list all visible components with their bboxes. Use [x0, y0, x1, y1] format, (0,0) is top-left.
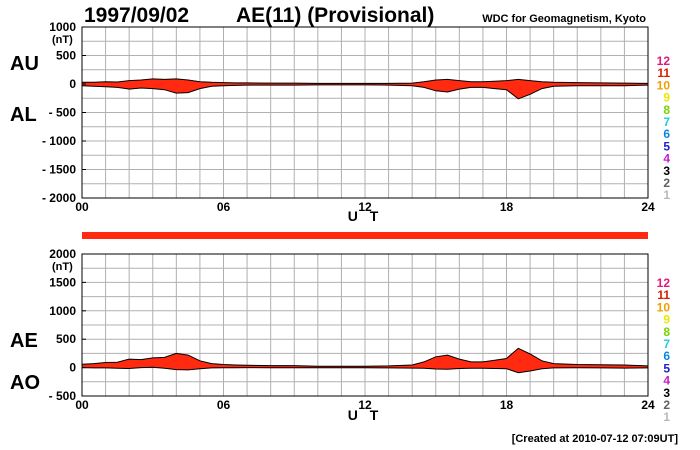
ae-ao-y-tick-label: 0 — [69, 361, 76, 375]
ae-ao-x-tick-label: 12 — [358, 398, 372, 412]
ae-ao-y-tick-label: - 500 — [49, 389, 77, 403]
ae-ao-x-tick-label: 24 — [641, 398, 655, 412]
data-source: WDC for Geomagnetism, Kyoto — [482, 13, 646, 25]
ae-ao-legend-station: 12 — [657, 276, 671, 290]
ae-ao-y-tick-label: 2000 — [49, 247, 76, 261]
au-label: AU — [10, 53, 39, 75]
ae-ao-y-tick-label: 500 — [56, 332, 76, 346]
ae-ao-x-axis-label: U T — [348, 407, 383, 423]
ae-ao-y-tick-label: 1500 — [49, 275, 76, 289]
au-al-x-tick-label: 12 — [358, 200, 372, 214]
au-al-y-tick-label: - 1000 — [42, 134, 76, 148]
ae-ao-y-tick-labels: 2000 1500 1000 500 0 - 500 — [49, 247, 86, 403]
ae-ao-legend-station: 10 — [657, 300, 671, 314]
au-al-y-tick-labels: 1000 500 0 - 500 - 1000 - 1500 - 2000 — [42, 20, 86, 205]
ae-ao-legend-station: 9 — [663, 313, 670, 327]
au-al-legend-station: 2 — [663, 176, 670, 190]
au-al-y-tick-label: 0 — [69, 77, 76, 91]
au-al-x-tick-label: 18 — [500, 200, 514, 214]
created-timestamp: [Created at 2010-07-12 07:09UT] — [512, 433, 679, 445]
ae-ao-legend-station: 11 — [657, 288, 670, 302]
au-al-data — [81, 78, 649, 100]
ae-line — [81, 347, 649, 367]
au-al-grid — [82, 27, 648, 198]
au-al-x-axis-label: U T — [348, 208, 383, 224]
au-al-x-tick-labels: 00 06 12 18 24 — [75, 200, 655, 214]
ae-ao-legend-station: 6 — [663, 349, 670, 363]
au-al-legend-station: 1 — [663, 188, 670, 202]
au-al-y-tick-label: 500 — [56, 49, 76, 63]
ae-ao-data — [81, 347, 649, 374]
ae-ao-legend-station: 1 — [663, 410, 670, 424]
au-al-x-tick-label: 00 — [75, 200, 89, 214]
au-al-y-tick-label: - 1500 — [42, 163, 76, 177]
au-al-x-tick-label: 24 — [641, 200, 655, 214]
au-al-legend-station: 4 — [663, 152, 670, 166]
ao-label: AO — [10, 372, 40, 394]
ae-ao-x-tick-label: 00 — [75, 398, 89, 412]
ae-ao-legend-station: 7 — [663, 337, 670, 351]
ao-line — [81, 366, 649, 374]
ae-ao-legend-station: 5 — [663, 361, 670, 375]
au-al-x-tick-label: 06 — [217, 200, 231, 214]
au-al-y-tick-label: 1000 — [49, 20, 76, 34]
plot-title: AE(11) (Provisional) — [236, 4, 434, 27]
ae-ao-legend-station: 2 — [663, 398, 670, 412]
au-al-legend-station: 9 — [663, 91, 670, 105]
ae-ao-legend-station: 3 — [663, 386, 670, 400]
ae-label: AE — [10, 330, 38, 352]
au-al-legend-station: 6 — [663, 127, 670, 141]
ae-ao-band — [82, 348, 648, 373]
au-al-y-tick-label: - 2000 — [42, 191, 76, 205]
au-al-band — [82, 78, 648, 99]
ae-ao-legend-station: 8 — [663, 325, 670, 339]
au-al-unit-label: (nT) — [52, 34, 73, 46]
au-al-legend-station: 5 — [663, 139, 670, 153]
au-al-legend-station: 3 — [663, 164, 670, 178]
au-line — [82, 78, 649, 84]
ae-ao-plot-frame — [81, 253, 649, 397]
ae-ao-x-tick-label: 18 — [500, 398, 514, 412]
au-al-legend-station: 12 — [657, 54, 671, 68]
ae-ao-x-tick-label: 06 — [217, 398, 231, 412]
au-al-legend-station: 7 — [663, 115, 670, 129]
ae-ao-legend-station: 4 — [663, 374, 670, 388]
ae-ao-x-tick-labels: 00 06 12 18 24 — [75, 398, 655, 412]
au-al-legend-station: 11 — [657, 66, 670, 80]
ae-ao-unit-label: (nT) — [52, 261, 73, 273]
al-label: AL — [10, 104, 37, 126]
au-al-legend-station: 10 — [657, 78, 671, 92]
plot-date: 1997/09/02 — [84, 4, 189, 27]
data-coverage-bar — [82, 232, 648, 239]
ae-ao-y-tick-label: 1000 — [49, 304, 76, 318]
au-al-y-tick-label: - 500 — [49, 106, 77, 120]
au-al-legend-station: 8 — [663, 103, 670, 117]
al-line — [81, 84, 649, 100]
